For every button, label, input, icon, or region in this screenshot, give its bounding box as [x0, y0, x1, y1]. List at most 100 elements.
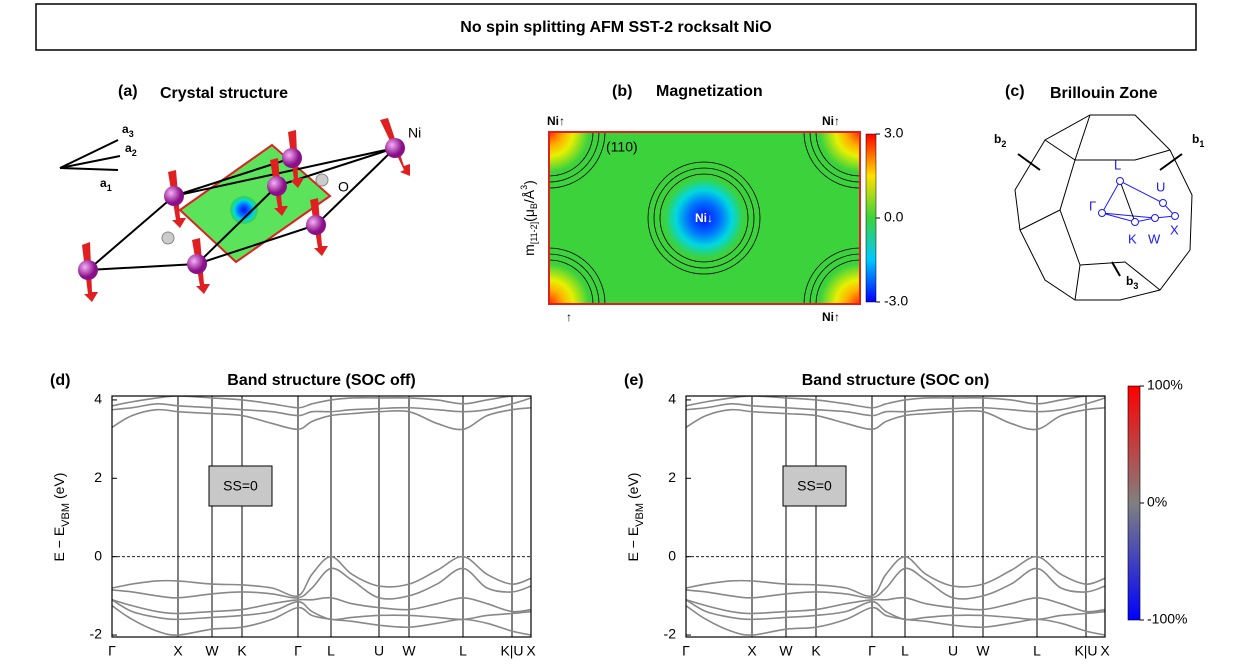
- atom-label: O: [338, 179, 349, 195]
- x-tick-label: X: [526, 643, 536, 659]
- ni-atom: [187, 254, 207, 274]
- label-part: m: [521, 244, 537, 256]
- k-point: [1172, 213, 1179, 220]
- site-label: ↑: [566, 310, 572, 324]
- x-tick-label: L: [327, 643, 335, 659]
- panel-title: Brillouin Zone: [1050, 85, 1158, 102]
- band-line: [112, 598, 531, 614]
- ni-atom: [78, 260, 98, 280]
- label-part: E − E: [51, 527, 67, 562]
- vector-sub: 1: [107, 183, 112, 193]
- x-tick-label: X: [173, 643, 183, 659]
- x-tick-label: W: [976, 643, 990, 659]
- x-tick-label: L: [901, 643, 909, 659]
- plot-frame: [686, 396, 1105, 637]
- y-tick-label: 0: [94, 547, 102, 563]
- x-tick-label: K|U: [1074, 643, 1097, 659]
- vector-sub: 2: [1001, 139, 1006, 149]
- band-line: [112, 606, 531, 635]
- panel-label: (b): [612, 83, 632, 100]
- label-part: /Å: [521, 189, 537, 203]
- y-axis-label: E − EVBM(eV): [625, 473, 646, 562]
- site-label: Ni↓: [695, 211, 713, 225]
- x-tick-label: Γ: [682, 643, 690, 659]
- zone-edge: [1045, 140, 1170, 160]
- zone-outline: [1015, 115, 1192, 300]
- x-tick-label: U: [374, 643, 384, 659]
- vector-arrow: [60, 168, 118, 170]
- y-tick-label: 2: [94, 469, 102, 485]
- k-point-label: W: [1148, 231, 1161, 246]
- x-tick-label: Γ: [868, 643, 876, 659]
- panel-title: Crystal structure: [160, 85, 288, 102]
- vector-letter: b: [1126, 274, 1133, 288]
- figure: No spin splitting AFM SST-2 rocksalt NiO…: [0, 0, 1233, 662]
- k-point: [1160, 200, 1167, 207]
- zone-edge: [1060, 210, 1080, 300]
- x-tick-label: K|U: [500, 643, 523, 659]
- x-tick-label: Γ: [108, 643, 116, 659]
- k-path: [1099, 178, 1179, 226]
- x-tick-label: U: [948, 643, 958, 659]
- vector-label: a2: [125, 141, 137, 158]
- y-tick-label: 2: [668, 469, 676, 485]
- vector-sub: 3: [129, 129, 134, 139]
- label-part: ): [521, 180, 537, 185]
- x-tick-label: X: [1100, 643, 1110, 659]
- chart-title: Band structure (SOC on): [802, 372, 990, 389]
- figure-title: No spin splitting AFM SST-2 rocksalt NiO: [460, 19, 771, 36]
- panel-label: (d): [50, 372, 70, 389]
- x-tick-label: L: [1033, 643, 1041, 659]
- k-point-label: Γ: [1089, 198, 1096, 213]
- zone-edge: [1020, 160, 1075, 230]
- k-point: [1117, 178, 1124, 185]
- panel-label: (e): [624, 372, 644, 389]
- colorbar-tick-label: -3.0: [884, 293, 908, 309]
- page: {"title": "No spin splitting AFM SST-2 r…: [0, 0, 1233, 662]
- vector-arrow: [60, 140, 118, 168]
- band-line: [686, 568, 1105, 599]
- annotation: SS=0: [223, 478, 258, 494]
- label-part: [11-2]: [529, 222, 539, 244]
- k-point: [1152, 215, 1159, 222]
- y-tick-label: -2: [664, 626, 677, 642]
- ni-atom: [164, 186, 184, 206]
- vector-sub: 1: [1199, 139, 1204, 149]
- map-colorbar-ticks: 3.0 0.0 -3.0: [876, 125, 908, 309]
- band-line: [686, 600, 1105, 620]
- y-tick-label: 4: [668, 391, 676, 407]
- x-tick-label: W: [779, 643, 793, 659]
- band-line: [112, 600, 531, 620]
- map-colorbar: [866, 134, 876, 302]
- label-part: E − E: [625, 527, 641, 562]
- vector-letter: b: [1192, 132, 1199, 146]
- k-point-label: X: [1170, 222, 1179, 237]
- panel-label: (c): [1005, 83, 1025, 100]
- x-tick-label: Γ: [294, 643, 302, 659]
- band-line: [112, 568, 531, 599]
- x-tick-label: X: [747, 643, 757, 659]
- y-axis-label: E − EVBM(eV): [51, 473, 72, 562]
- k-point: [1099, 210, 1106, 217]
- colorbar-tick-label: 0.0: [884, 209, 904, 225]
- colorbar-tick-label: 100%: [1147, 377, 1183, 393]
- colorbar-tick-label: 3.0: [884, 125, 904, 141]
- site-label: Ni↑: [822, 114, 840, 128]
- chart-title: Band structure (SOC off): [227, 372, 415, 389]
- band-line: [686, 606, 1105, 635]
- label-part: VBM: [634, 503, 646, 527]
- vector-label: b3: [1126, 274, 1138, 291]
- band-line: [686, 598, 1105, 614]
- annotation: SS=0: [797, 478, 832, 494]
- k-point-label: L: [1114, 157, 1121, 172]
- body: No spin splitting AFM SST-2 rocksalt NiO…: [0, 0, 1233, 662]
- panel-title: Magnetization: [656, 83, 763, 100]
- x-tick-label: K: [237, 643, 247, 659]
- vector-sub: 3: [1133, 281, 1138, 291]
- k-point-label: U: [1156, 179, 1165, 194]
- y-tick-label: 4: [94, 391, 102, 407]
- map-y-label: m[11-2](μB/Å3): [519, 180, 539, 256]
- ni-atom: [267, 176, 287, 196]
- colorbar-tick-label: 0%: [1147, 494, 1167, 510]
